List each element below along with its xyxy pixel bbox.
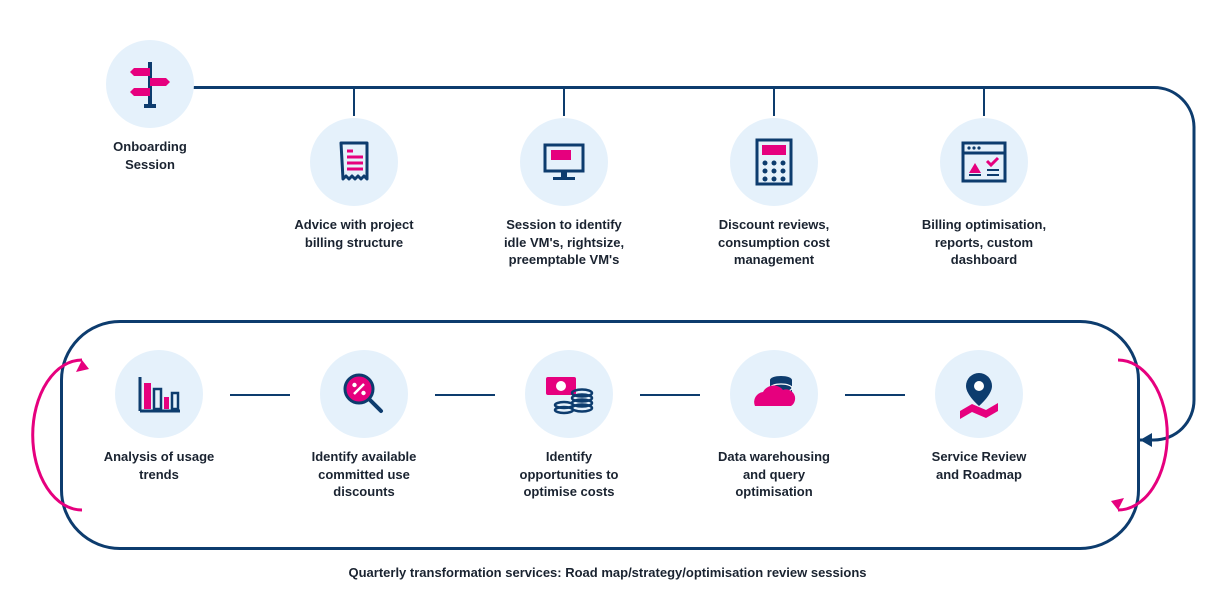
map-pin-icon xyxy=(935,350,1023,438)
cloud-db-icon xyxy=(730,350,818,438)
bottom-step-label: Analysis of usage trends xyxy=(79,448,239,483)
onboarding-step: Onboarding Session xyxy=(90,40,210,173)
drop-line xyxy=(563,86,565,116)
top-step: Advice with project billing structure xyxy=(274,118,434,251)
bottom-connector xyxy=(230,394,290,396)
bottom-step-label: Service Review and Roadmap xyxy=(899,448,1059,483)
signpost-icon xyxy=(106,40,194,128)
top-step: Billing optimisation, reports, custom da… xyxy=(904,118,1064,269)
bottom-connector xyxy=(845,394,905,396)
top-step: Discount reviews, consumption cost manag… xyxy=(694,118,854,269)
bottom-step: Identify opportunities to optimise costs xyxy=(489,350,649,501)
bottom-step: Data warehousing and query optimisation xyxy=(694,350,854,501)
caption: Quarterly transformation services: Road … xyxy=(0,565,1215,580)
bottom-step: Identify available committed use discoun… xyxy=(284,350,444,501)
bottom-step: Service Review and Roadmap xyxy=(899,350,1059,483)
bottom-connector xyxy=(640,394,700,396)
bottom-step-label: Identify opportunities to optimise costs xyxy=(489,448,649,501)
calculator-icon xyxy=(730,118,818,206)
drop-line xyxy=(983,86,985,116)
dashboard-icon xyxy=(940,118,1028,206)
top-timeline-line xyxy=(180,86,1140,89)
bottom-step-label: Identify available committed use discoun… xyxy=(284,448,444,501)
onboarding-label: Onboarding Session xyxy=(90,138,210,173)
barchart-icon xyxy=(115,350,203,438)
magnify-percent-icon xyxy=(320,350,408,438)
top-step-label: Discount reviews, consumption cost manag… xyxy=(694,216,854,269)
bottom-step-label: Data warehousing and query optimisation xyxy=(694,448,854,501)
drop-line xyxy=(773,86,775,116)
top-step: Session to identify idle VM's, rightsize… xyxy=(484,118,644,269)
receipt-icon xyxy=(310,118,398,206)
bottom-step: Analysis of usage trends xyxy=(79,350,239,483)
top-step-label: Session to identify idle VM's, rightsize… xyxy=(484,216,644,269)
top-step-label: Billing optimisation, reports, custom da… xyxy=(904,216,1064,269)
drop-line xyxy=(353,86,355,116)
monitor-icon xyxy=(520,118,608,206)
money-coins-icon xyxy=(525,350,613,438)
bottom-connector xyxy=(435,394,495,396)
top-step-label: Advice with project billing structure xyxy=(274,216,434,251)
